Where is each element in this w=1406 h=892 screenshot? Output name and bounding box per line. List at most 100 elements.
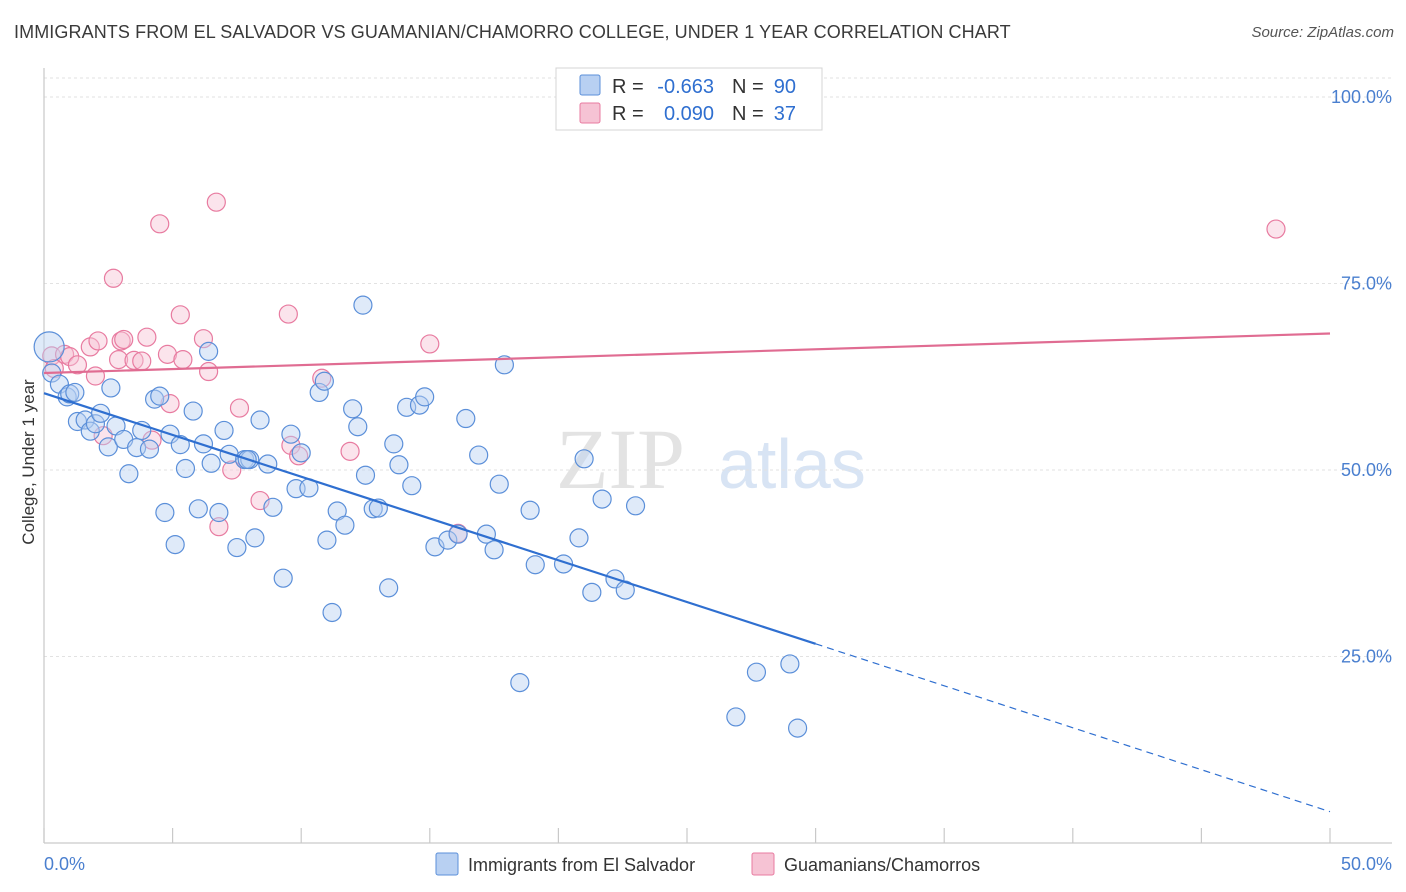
blue-point — [456, 408, 476, 429]
pink-point — [137, 327, 157, 347]
trend-line-el-salvador — [43, 392, 816, 645]
pink-point — [67, 355, 88, 375]
legend-label-guamanians: Guamanians/Chamorros — [784, 855, 980, 875]
pink-point — [114, 329, 134, 350]
stats-n-value-2: 37 — [774, 103, 796, 125]
blue-point — [245, 528, 265, 548]
blue-point — [165, 534, 185, 555]
pink-point — [103, 268, 124, 288]
series-el-salvador — [33, 295, 808, 738]
blue-point — [343, 399, 363, 419]
blue-point — [309, 382, 329, 403]
blue-point — [119, 464, 139, 484]
blue-point — [389, 455, 409, 475]
x-tick-label-min: 0.0% — [44, 854, 85, 874]
stats-n-value-1: 90 — [774, 76, 796, 98]
blue-point — [402, 476, 422, 496]
chart-title: IMMIGRANTS FROM EL SALVADOR VS GUAMANIAN… — [14, 22, 1011, 42]
pink-point — [312, 368, 332, 388]
blue-point — [281, 424, 301, 444]
blue-point — [469, 445, 489, 465]
blue-point — [525, 555, 545, 575]
legend-swatch-guamanians — [751, 852, 775, 876]
blue-point — [314, 371, 334, 391]
pink-point — [150, 214, 170, 234]
pink-point — [88, 331, 108, 351]
stats-box: R = -0.663 N = 90 R = 0.090 N = 37 — [555, 67, 823, 131]
x-axis-ticks — [43, 828, 1331, 843]
blue-point — [625, 496, 646, 516]
y-tick-label-25: 25.0% — [1341, 647, 1392, 667]
pink-point — [278, 304, 298, 324]
stats-n-label-2: N = — [732, 103, 764, 125]
blue-point — [384, 434, 404, 454]
pink-point — [209, 517, 229, 537]
pink-point — [108, 349, 129, 370]
blue-point — [227, 537, 247, 558]
series-guamanians — [42, 192, 1286, 544]
trend-lines — [43, 332, 1331, 813]
pink-point — [132, 351, 152, 371]
pink-point — [170, 305, 190, 325]
stats-r-label-2: R = — [612, 103, 644, 125]
blue-point — [144, 389, 165, 409]
blue-point — [348, 417, 368, 437]
blue-point — [569, 528, 589, 548]
blue-point — [335, 515, 355, 535]
x-tick-label-max: 50.0% — [1341, 854, 1392, 874]
pink-point — [93, 426, 113, 446]
trend-line-guamanians — [43, 332, 1331, 375]
pink-point — [340, 441, 360, 461]
blue-point — [379, 578, 399, 598]
blue-point — [201, 453, 221, 473]
blue-point — [155, 502, 175, 523]
blue-point — [209, 502, 229, 523]
blue-point — [273, 568, 293, 588]
pink-point — [281, 435, 301, 455]
blue-point — [33, 331, 65, 363]
y-tick-label-75: 75.0% — [1341, 274, 1392, 294]
stats-r-value-2: 0.090 — [664, 103, 714, 125]
pink-point — [85, 366, 106, 386]
pink-point — [193, 329, 214, 349]
blue-point — [175, 458, 196, 479]
watermark-zip: ZIP — [556, 411, 685, 507]
blue-point — [726, 707, 746, 727]
stats-n-label-1: N = — [732, 76, 764, 98]
blue-point — [353, 295, 373, 315]
blue-point — [355, 465, 376, 485]
blue-point — [582, 582, 602, 602]
blue-point — [494, 355, 514, 375]
blue-point — [415, 387, 435, 407]
pink-point — [420, 334, 440, 354]
pink-point — [173, 349, 193, 370]
blue-point — [98, 437, 118, 457]
pink-point — [1266, 219, 1286, 239]
y-axis-label: College, Under 1 year — [19, 379, 38, 545]
pink-point — [222, 460, 242, 480]
pink-point — [206, 192, 226, 212]
blue-point — [183, 401, 203, 421]
blue-point — [90, 403, 111, 423]
legend-swatch-el-salvador — [435, 852, 459, 876]
pink-point — [289, 446, 309, 466]
blue-point — [574, 449, 594, 469]
blue-point — [65, 382, 85, 403]
pink-point — [160, 394, 180, 414]
blue-point — [317, 530, 337, 550]
blue-point — [746, 662, 767, 682]
blue-point — [250, 410, 270, 430]
y-tick-labels: 25.0% 50.0% 75.0% 100.0% — [1331, 87, 1392, 667]
blue-point — [188, 499, 208, 519]
source-credit: Source: ZipAtlas.com — [1251, 24, 1394, 41]
y-tick-label-50: 50.0% — [1341, 460, 1392, 480]
blue-point — [150, 386, 170, 406]
stats-swatch-blue — [579, 74, 601, 96]
blue-point — [322, 602, 342, 623]
legend: Immigrants from El Salvador Guamanians/C… — [435, 852, 980, 876]
blue-point — [484, 540, 504, 560]
pink-point — [80, 337, 100, 357]
blue-point — [780, 654, 800, 674]
blue-point — [139, 439, 160, 459]
